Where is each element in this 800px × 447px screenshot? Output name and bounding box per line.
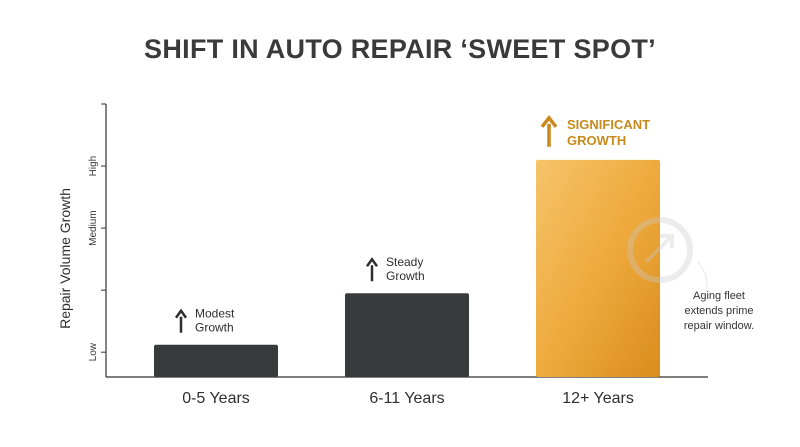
- side-note: extends prime: [684, 305, 753, 317]
- bar-annotation: Modest: [195, 307, 235, 321]
- up-arrow-head-icon: [540, 114, 558, 128]
- logo-watermark-icon: [627, 217, 708, 301]
- y-tick-label: Low: [88, 342, 99, 361]
- bar-annotation: GROWTH: [567, 133, 626, 148]
- x-tick-label: 0-5 Years: [182, 390, 250, 407]
- up-arrow-head-icon: [174, 308, 188, 319]
- side-note: Aging fleet: [693, 290, 745, 302]
- y-tick-label: High: [88, 156, 99, 177]
- x-tick-label: 6-11 Years: [369, 390, 444, 407]
- bar-annotation: Growth: [386, 269, 425, 283]
- bar: [536, 159, 660, 377]
- bar: [345, 293, 469, 377]
- side-note: repair window.: [684, 320, 754, 332]
- chart-title: SHIFT IN AUTO REPAIR ‘SWEET SPOT’: [144, 34, 656, 64]
- bar-annotation: Growth: [195, 321, 234, 335]
- bar: [154, 344, 278, 377]
- y-axis-title: Repair Volume Growth: [57, 188, 73, 329]
- y-tick-label: Medium: [88, 210, 99, 246]
- up-arrow-head-icon: [365, 257, 379, 267]
- bar-annotation: SIGNIFICANT: [567, 117, 650, 132]
- x-tick-label: 12+ Years: [562, 390, 634, 407]
- bar-annotation: Steady: [386, 255, 423, 269]
